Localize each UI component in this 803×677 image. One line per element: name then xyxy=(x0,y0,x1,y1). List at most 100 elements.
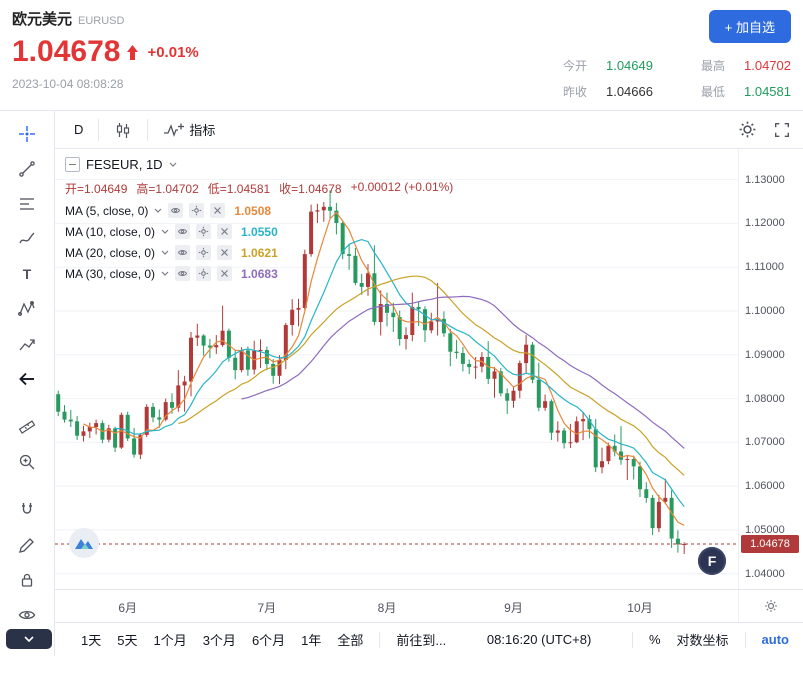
xabcd-pattern-icon xyxy=(18,300,35,316)
time-tick-label: 10月 xyxy=(627,601,653,615)
ma-visibility-button[interactable] xyxy=(175,224,191,239)
measure-tool-button[interactable] xyxy=(12,416,42,437)
mountain-logo-icon xyxy=(69,528,99,558)
provider-watermark xyxy=(69,528,99,563)
gear-icon xyxy=(198,247,209,258)
time-axis[interactable]: 6月 7月 8月 9月 10月 xyxy=(55,590,738,622)
close-icon xyxy=(221,228,228,235)
auto-scale-button[interactable]: auto xyxy=(761,632,789,647)
add-watchlist-button[interactable]: + 加自选 xyxy=(708,10,791,43)
goto-date-button[interactable]: 前往到... xyxy=(396,633,447,648)
gear-icon xyxy=(198,268,209,279)
chart-panel: T D 指标 xyxy=(0,110,803,656)
clock-label[interactable]: 08:16:20 (UTC+8) xyxy=(486,632,592,647)
range-button-6m[interactable]: 6个月 xyxy=(251,633,286,648)
ma-visibility-button[interactable] xyxy=(175,245,191,260)
zoom-in-icon xyxy=(19,454,35,469)
time-tick-label: 6月 xyxy=(118,601,138,615)
footer-divider xyxy=(631,631,633,648)
forecast-tool-button[interactable] xyxy=(12,333,42,354)
gear-icon xyxy=(198,226,209,237)
crosshair-tool-button[interactable] xyxy=(12,123,42,144)
percent-scale-button[interactable]: % xyxy=(648,632,661,647)
ma-label[interactable]: MA (5, close, 0) xyxy=(65,203,149,218)
price-plot[interactable]: FESEUR, 1D 开=1.04649 高=1.04702 低=1.04581… xyxy=(55,149,738,589)
ma-close-button[interactable] xyxy=(217,266,233,281)
draw-tool-button[interactable] xyxy=(12,534,42,555)
range-button-all[interactable]: 全部 xyxy=(337,633,364,648)
lock-drawings-button[interactable] xyxy=(12,569,42,590)
pattern-tool-button[interactable] xyxy=(12,298,42,319)
zoom-in-tool-button[interactable] xyxy=(12,451,42,472)
stat-prev-close: 昨收 1.04666 xyxy=(563,83,653,100)
time-tick-label: 8月 xyxy=(377,601,397,615)
price-row: 1.04678 +0.01% xyxy=(12,37,791,67)
ma-close-button[interactable] xyxy=(217,245,233,260)
log-scale-button[interactable]: 对数坐标 xyxy=(676,633,729,648)
fullscreen-icon[interactable] xyxy=(773,121,791,139)
last-price-tag: 1.04678 xyxy=(741,534,799,553)
instrument-title: 欧元美元 xyxy=(12,11,73,28)
up-arrow-icon xyxy=(127,44,139,60)
ma-settings-button[interactable] xyxy=(196,224,212,239)
ma-label[interactable]: MA (20, close, 0) xyxy=(65,245,156,260)
ma-visibility-button[interactable] xyxy=(175,266,191,281)
close-icon xyxy=(221,270,228,277)
ohlc-low: 低=1.04581 xyxy=(207,182,271,196)
eye-icon xyxy=(177,228,188,235)
chart-main-column: D 指标 FESEUR, 1D xyxy=(55,111,803,656)
back-arrow-tool-button[interactable] xyxy=(12,368,42,389)
settings-gear-icon[interactable] xyxy=(738,120,757,139)
current-price: 1.04678 xyxy=(12,35,121,68)
chevron-down-icon xyxy=(161,271,169,276)
range-button-1d[interactable]: 1天 xyxy=(81,633,102,648)
ma-settings-button[interactable] xyxy=(189,203,205,218)
ohlc-close: 收=1.04678 xyxy=(279,182,342,196)
symbol-legend-row[interactable]: FESEUR, 1D xyxy=(65,157,453,172)
ma-visibility-button[interactable] xyxy=(168,203,184,218)
candlestick-chart[interactable] xyxy=(55,149,738,589)
trend-line-tool-button[interactable] xyxy=(12,158,42,179)
ma-label[interactable]: MA (30, close, 0) xyxy=(65,266,156,281)
stat-low: 最低 1.04581 xyxy=(701,83,791,100)
text-tool-button[interactable]: T xyxy=(12,263,42,284)
ohlc-change: +0.00012 (+0.01%) xyxy=(350,180,454,194)
stat-open: 今开 1.04649 xyxy=(563,57,653,74)
ma-settings-button[interactable] xyxy=(196,266,212,281)
chevron-down-icon xyxy=(161,250,169,255)
range-button-5d[interactable]: 5天 xyxy=(117,633,138,648)
range-button-1m[interactable]: 1个月 xyxy=(153,633,187,648)
indicators-label: 指标 xyxy=(189,123,216,138)
ma-close-button[interactable] xyxy=(210,203,226,218)
eye-icon xyxy=(177,249,188,256)
axis-settings-button[interactable] xyxy=(738,590,802,622)
footer-divider xyxy=(379,631,381,648)
legend-symbol-label: FESEUR, 1D xyxy=(86,157,163,172)
ma-value: 1.0508 xyxy=(234,203,272,218)
ma-close-button[interactable] xyxy=(217,224,233,239)
range-button-3m[interactable]: 3个月 xyxy=(202,633,236,648)
stat-value: 1.04702 xyxy=(744,58,791,73)
range-button-1y[interactable]: 1年 xyxy=(301,633,322,648)
arrow-left-icon xyxy=(19,372,34,385)
fib-retracement-icon xyxy=(20,197,34,210)
brush-icon xyxy=(19,232,35,243)
instrument-symbol: EURUSD xyxy=(78,15,125,27)
magnet-tool-button[interactable] xyxy=(12,499,42,520)
chart-footer: 1天 5天 1个月 3个月 6个月 1年 全部 前往到... 08:16:20 … xyxy=(55,622,803,656)
collapse-toolbar-button[interactable] xyxy=(6,629,52,649)
footer-divider xyxy=(744,631,746,648)
fib-tool-button[interactable] xyxy=(12,193,42,214)
brush-tool-button[interactable] xyxy=(12,228,42,249)
interval-button[interactable]: D xyxy=(74,122,84,137)
ohlc-open: 开=1.04649 xyxy=(65,182,128,196)
header-right: + 加自选 今开 1.04649 最高 1.04702 昨收 1.04666 最… xyxy=(563,10,791,100)
indicators-button[interactable]: 指标 xyxy=(158,117,220,142)
ma-settings-button[interactable] xyxy=(196,245,212,260)
price-axis[interactable]: 1.04678 1.13000 1.12000 1.11000 1.10000 1.09… xyxy=(738,149,802,589)
chevron-down-icon xyxy=(24,636,34,643)
collapse-legend-button[interactable] xyxy=(65,157,80,172)
hide-drawings-button[interactable] xyxy=(12,604,42,625)
chart-style-button[interactable] xyxy=(109,118,137,142)
ma-label[interactable]: MA (10, close, 0) xyxy=(65,224,156,239)
